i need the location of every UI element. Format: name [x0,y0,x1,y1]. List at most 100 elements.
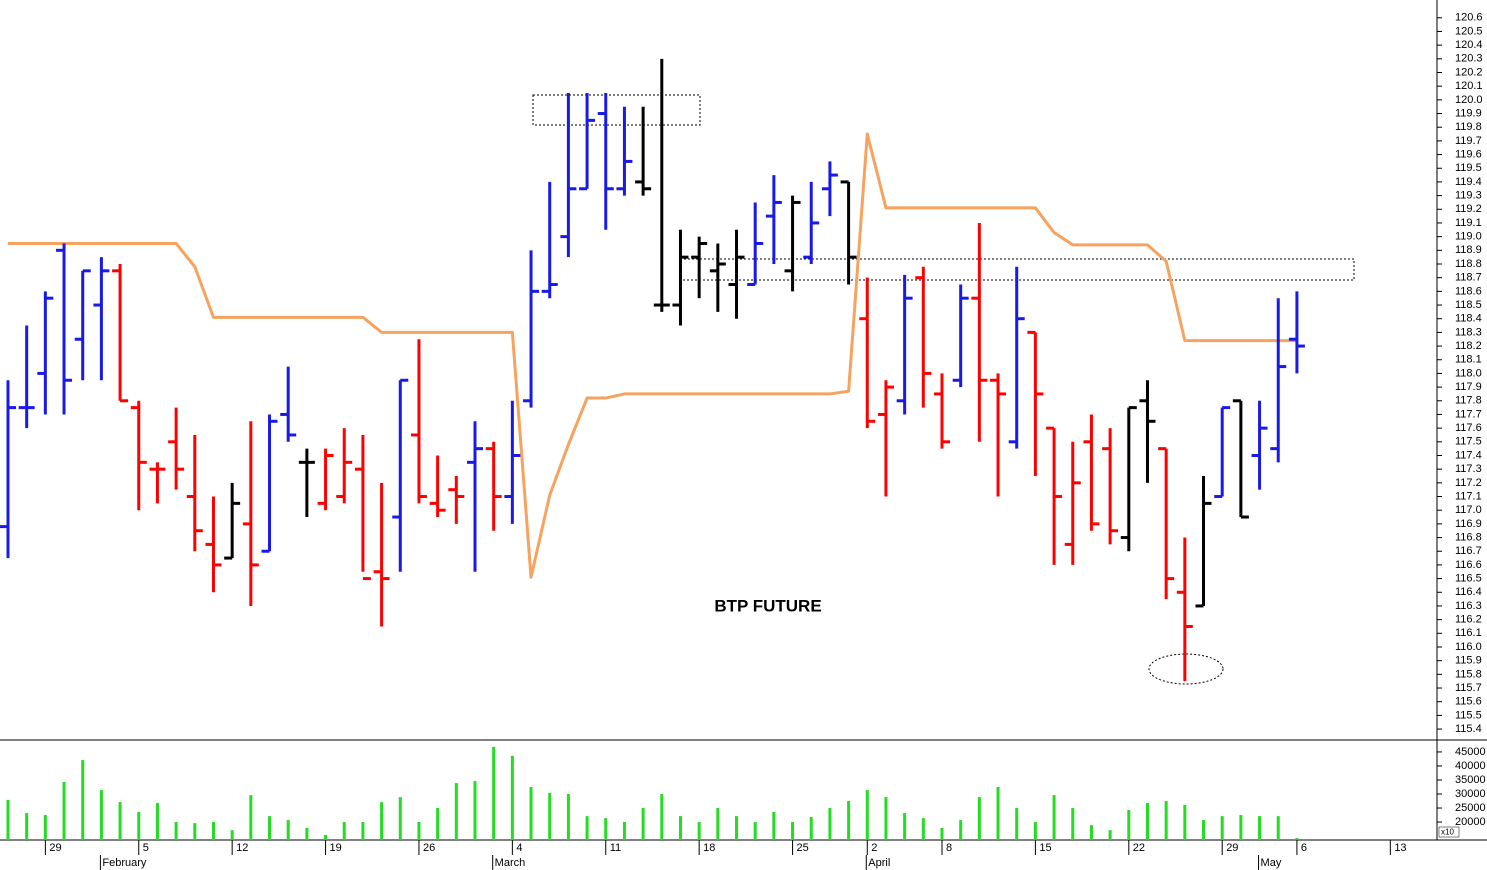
volume-bar [155,802,159,840]
y-tick-label: 117.4 [1455,449,1482,461]
y-tick-label: 119.3 [1455,190,1482,202]
y-tick-label: 118.1 [1455,354,1482,366]
volume-bar [473,781,477,840]
volume-bar [324,834,328,840]
volume-bar [865,790,869,840]
x-tick-label: 6 [1301,842,1307,854]
volume-bar [1071,808,1075,840]
overlay-line [8,132,1297,579]
x-tick-label: 26 [423,842,435,854]
x-tick-label: 2 [871,842,877,854]
y-tick-label: 116.4 [1455,586,1482,598]
y-tick-label: 115.4 [1455,723,1482,735]
y-tick-label: 119.7 [1455,135,1482,147]
volume-bar [903,813,907,840]
y-tick-label: 118.3 [1455,326,1482,338]
volume-bar [585,816,589,840]
volume-bar [62,781,66,840]
x-tick-label: 5 [143,842,149,854]
x-tick-label: 8 [946,842,952,854]
annotation-box [532,94,701,126]
y-tick-label: 117.2 [1455,477,1482,489]
y-tick-label: 116.2 [1455,614,1482,626]
x-tick-label: 19 [330,842,342,854]
volume-bar [697,822,701,840]
volume-bar [548,792,552,840]
y-tick-label: 120.6 [1455,12,1483,24]
volume-bar [1202,820,1206,840]
month-label: March [495,857,526,869]
volume-bar [193,823,197,840]
x-tick-label: 15 [1039,842,1051,854]
y-tick-label: 120.3 [1455,53,1483,65]
x-tick-label: 4 [516,842,522,854]
month-label: April [868,857,890,869]
y-tick-label: 119.5 [1455,162,1482,174]
x-tick-label: 13 [1394,842,1406,854]
volume-bar [959,820,963,840]
volume-bar [230,830,234,840]
volume-bar [1239,815,1243,840]
volume-bar [921,818,925,840]
y-tick-label: 117.8 [1455,395,1482,407]
y-tick-label: 120.4 [1455,39,1483,51]
volume-bar [753,822,757,840]
y-tick-label: 116.1 [1455,627,1482,639]
volume-bar [977,797,981,840]
volume-bar [828,808,832,840]
volume-bar [1276,816,1280,840]
volume-bar [211,822,215,840]
y-tick-label: 119.0 [1455,231,1482,243]
y-tick-label: 40000 [1455,760,1486,772]
volume-bar [268,816,272,840]
volume-bar [25,813,29,840]
x-tick-label: 11 [610,842,621,854]
y-tick-label: 117.0 [1455,504,1482,516]
y-tick-label: 117.7 [1455,408,1482,420]
month-label: February [102,857,147,869]
volume-bar [847,801,851,840]
volume-bar [566,794,570,840]
y-tick-label: 116.8 [1455,531,1482,543]
volume-bar [417,822,421,840]
volume-bar [1220,816,1224,840]
y-tick-label: 115.6 [1455,696,1482,708]
y-tick-label: 116.6 [1455,559,1482,571]
y-tick-label: 118.8 [1455,258,1482,270]
volume-bar [604,818,608,840]
y-tick-label: 115.5 [1455,709,1482,721]
volume-bar [641,808,645,840]
y-tick-label: 117.3 [1455,463,1482,475]
y-tick-label: 120.0 [1455,94,1483,106]
volume-bar [510,755,514,840]
volume-bar [436,808,440,840]
y-tick-label: 119.1 [1455,217,1482,229]
y-tick-label: 117.1 [1455,490,1482,502]
volume-bar [622,822,626,840]
x-tick-label: 12 [236,842,248,854]
volume-bar [1108,830,1112,840]
volume-bar [1258,816,1262,840]
y-tick-label: 118.6 [1455,285,1482,297]
y-tick-label: 115.9 [1455,655,1482,667]
y-tick-label: 119.9 [1455,107,1482,119]
volume-bar [809,817,813,840]
y-tick-label: 120.1 [1455,80,1483,92]
volume-bar [996,786,1000,840]
volume-bar [492,746,496,840]
volume-bar [940,827,944,840]
volume-bar [1015,808,1019,840]
y-tick-label: 119.2 [1455,203,1482,215]
x-tick-label: 29 [1226,842,1238,854]
y-tick-label: 119.4 [1455,176,1482,188]
y-tick-label: 118.4 [1455,313,1482,325]
volume-bar [1052,795,1056,840]
volume-bar [398,797,402,840]
volume-bar [305,827,309,840]
volume-bar [1127,809,1131,840]
y-tick-label: 118.5 [1455,299,1482,311]
volume-bar [716,808,720,840]
y-tick-label: 118.0 [1455,367,1482,379]
volume-bar [342,822,346,840]
